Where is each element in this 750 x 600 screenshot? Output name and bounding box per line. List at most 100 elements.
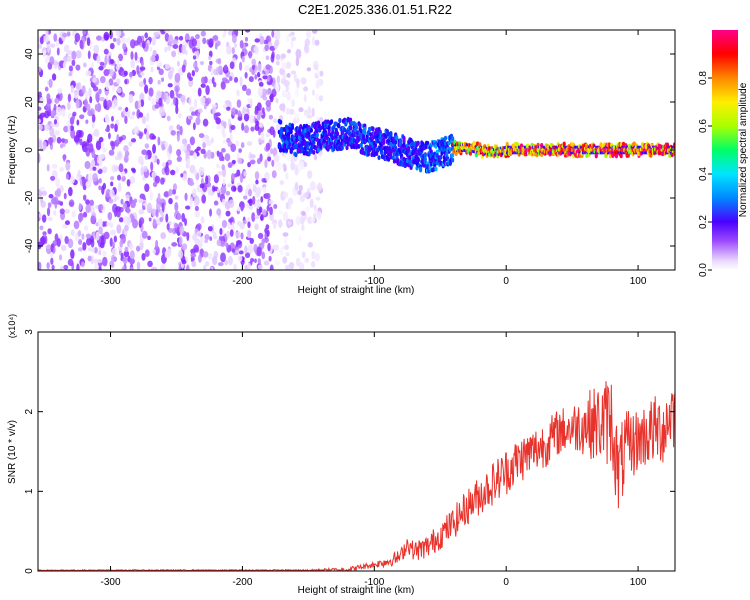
- spectrogram-cell: [200, 96, 206, 104]
- spectrogram-cell: [46, 262, 50, 270]
- spectrogram-ridge-cell: [451, 136, 455, 142]
- spectrogram-cell: [41, 190, 47, 196]
- spectrogram-cell: [77, 230, 82, 237]
- y-tick-label: 40: [24, 48, 35, 60]
- spectrogram-cell: [181, 212, 186, 223]
- spectrogram-cell: [200, 216, 205, 224]
- spectrogram-ridge-cell: [326, 144, 330, 150]
- spectrogram-cell: [121, 175, 126, 182]
- spectrogram-cell: [203, 104, 207, 110]
- snr-y-multiplier: (x10⁴): [7, 314, 17, 338]
- spectrogram-cell: [50, 110, 54, 118]
- spectrogram-cell: [95, 92, 100, 102]
- spectrogram-cell: [180, 94, 186, 103]
- spectrogram-cell: [159, 208, 163, 216]
- spectrogram-cell: [129, 71, 133, 78]
- spectrogram-cell: [278, 219, 283, 229]
- spectrogram-cell: [65, 173, 70, 180]
- spectrogram-cell: [86, 103, 91, 112]
- spectrogram-cell: [171, 189, 177, 195]
- spectrogram-cell: [169, 125, 174, 131]
- x-tick-label: -300: [101, 276, 121, 287]
- spectrogram-cell: [73, 220, 80, 230]
- spectrogram-cell: [226, 106, 231, 111]
- spectrogram-cell: [63, 125, 69, 133]
- spectrogram-cell: [226, 230, 230, 239]
- spectrogram-ridge-cell: [423, 156, 427, 162]
- spectrogram-cell: [256, 71, 261, 78]
- spectrogram-cell: [103, 99, 108, 110]
- spectrogram-cell: [123, 70, 128, 77]
- spectrogram-cell: [236, 220, 242, 227]
- spectrogram-ridge-core: [576, 148, 578, 152]
- spectrogram-cell: [267, 75, 271, 83]
- spectrogram-cell: [85, 199, 90, 205]
- spectrogram-cell: [75, 82, 80, 90]
- spectrogram-cell: [307, 106, 312, 116]
- spectrogram-cell: [243, 219, 247, 224]
- spectrogram-cell: [98, 136, 104, 143]
- spectrogram-cell: [118, 217, 124, 223]
- spectrogram-cell: [298, 184, 303, 192]
- spectrogram-ridge-cell: [371, 135, 375, 141]
- spectrogram-cell: [264, 159, 268, 169]
- spectrogram-cell: [205, 85, 210, 96]
- spectrogram-cell: [146, 202, 152, 213]
- y-tick-label: 0: [24, 147, 35, 153]
- spectrogram-cell: [265, 88, 272, 95]
- spectrogram-cell: [261, 107, 265, 114]
- spectrogram-cell: [133, 198, 138, 203]
- spectrogram-cell: [189, 115, 193, 120]
- spectrogram-cell: [282, 211, 289, 222]
- spectrogram-cell: [282, 191, 289, 199]
- spectrogram-cell: [168, 197, 173, 205]
- spectrogram-cell: [76, 119, 80, 126]
- spectrogram-cell: [94, 104, 98, 112]
- spectrogram-cell: [144, 143, 150, 149]
- spectrogram-cell: [265, 192, 271, 200]
- spectrogram-cell: [295, 257, 301, 267]
- spectrogram-ridge-cell: [331, 129, 335, 135]
- spectrogram-cell: [96, 54, 101, 64]
- spectrogram-cell: [124, 150, 130, 157]
- spectrogram-cell: [98, 226, 103, 235]
- spectrogram-cell: [102, 256, 108, 267]
- spectrogram-cell: [311, 89, 315, 96]
- spectrogram-cell: [117, 106, 123, 111]
- spectrogram-cell: [264, 44, 269, 52]
- spectrogram-cell: [257, 87, 263, 97]
- spectrogram-cell: [286, 72, 291, 78]
- spectrogram-cell: [139, 66, 146, 71]
- spectrogram-cell: [294, 167, 299, 176]
- spectrogram-cell: [91, 159, 95, 167]
- spectrogram-cell: [265, 142, 271, 151]
- spectrogram-ridge-core: [527, 148, 529, 152]
- spectrogram-cell: [49, 43, 56, 48]
- spectrogram-ridge-core: [530, 148, 533, 152]
- spectrogram-ridge-core: [457, 146, 459, 150]
- spectrogram-cell: [96, 155, 103, 165]
- spectrogram-cell: [268, 114, 274, 120]
- spectrogram-cell: [44, 124, 50, 131]
- spectrogram-cell: [77, 169, 81, 178]
- spectrogram-cell: [75, 64, 81, 71]
- spectrogram-cell: [82, 194, 87, 201]
- spectrogram-cell: [64, 209, 70, 214]
- spectrogram-cell: [150, 66, 154, 73]
- spectrogram-cell: [151, 36, 157, 46]
- spectrogram-cell: [67, 93, 72, 103]
- spectrogram-ridge-core: [482, 149, 484, 152]
- x-tick-label: -200: [232, 276, 252, 287]
- spectrogram-cell: [89, 205, 95, 214]
- spectrogram-cell: [230, 124, 236, 131]
- spectrogram-cell: [251, 58, 257, 66]
- spectrogram-cell: [298, 107, 304, 113]
- spectrogram-ridge-cell: [408, 154, 412, 160]
- spectrogram-ridge-cell: [340, 145, 344, 151]
- spectrogram-cell: [233, 76, 239, 83]
- spectrogram-cell: [72, 111, 77, 117]
- spectrogram-cell: [99, 96, 106, 102]
- spectrogram-ridge-core: [605, 148, 607, 152]
- spectrogram-cell: [128, 93, 134, 104]
- spectrogram-cell: [116, 37, 121, 46]
